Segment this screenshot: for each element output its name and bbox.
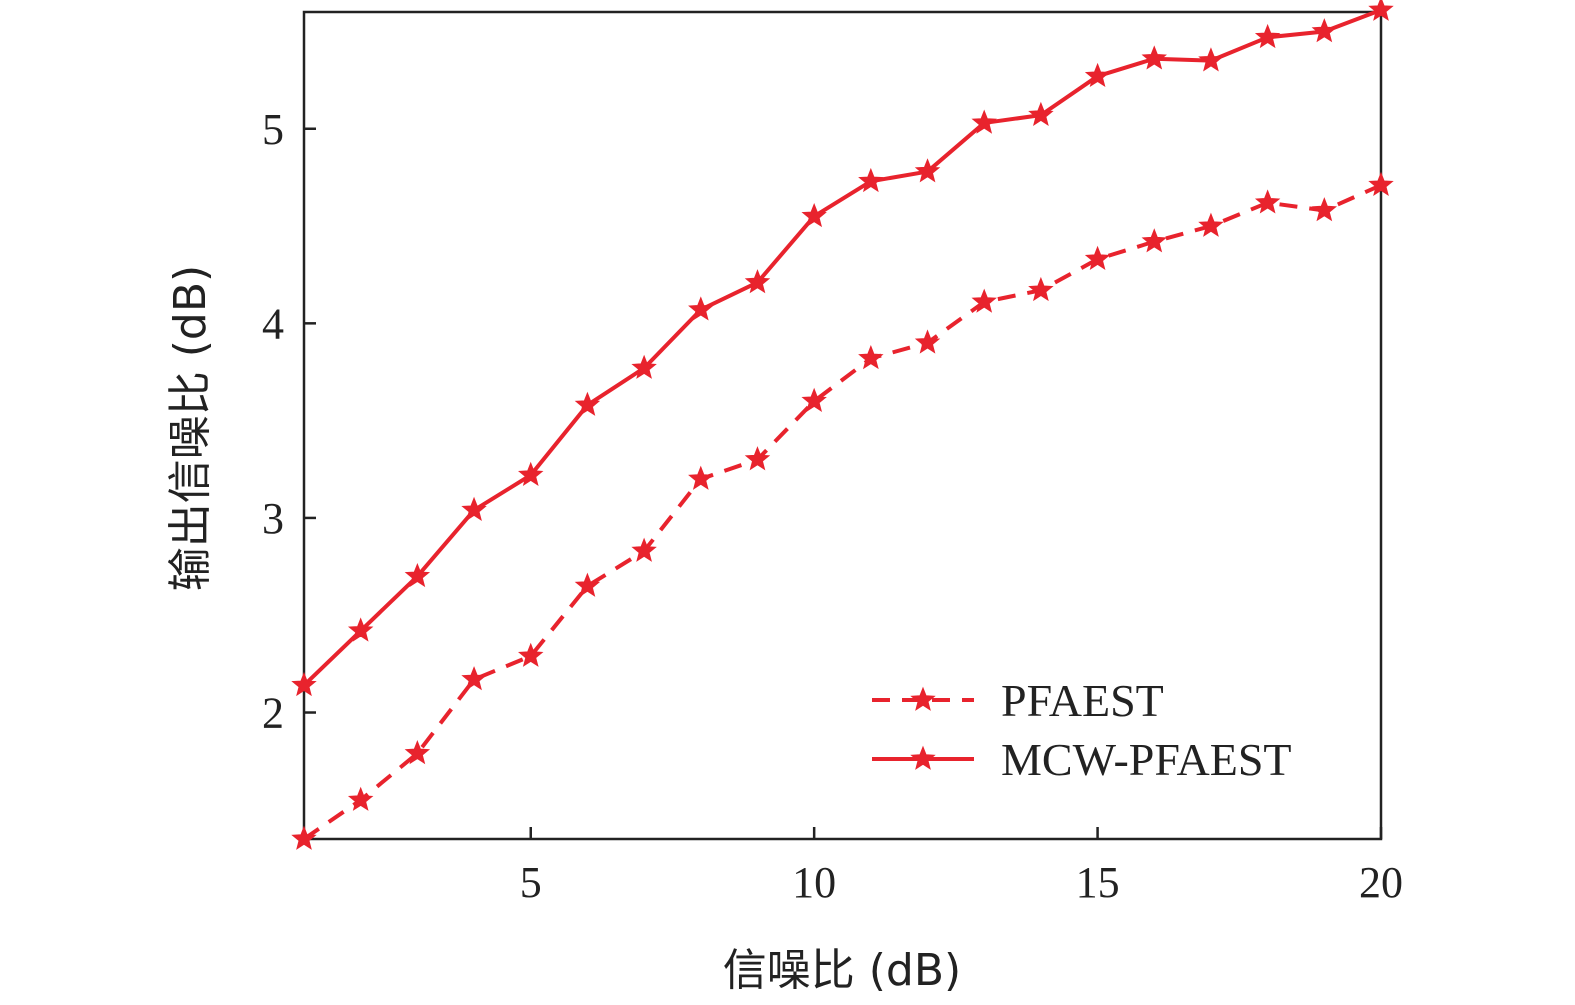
data-point xyxy=(347,617,374,642)
data-point xyxy=(1028,276,1054,302)
legend-item: PFAEST xyxy=(872,675,1164,726)
legend-marker xyxy=(910,686,936,711)
data-point xyxy=(631,354,657,379)
data-point xyxy=(858,345,884,370)
legend-label: PFAEST xyxy=(1001,675,1164,726)
axis-ticks: 5 10 15 20 2 3 4 5 xyxy=(262,105,1403,907)
data-point xyxy=(801,387,827,412)
data-point xyxy=(631,537,657,562)
data-point xyxy=(1198,212,1224,237)
series-pfaest xyxy=(291,171,1394,850)
series-mcw-pfaest xyxy=(291,0,1394,697)
data-point xyxy=(1311,18,1338,43)
legend-item: MCW-PFAEST xyxy=(872,734,1292,785)
plot-frame xyxy=(302,10,1383,841)
data-point xyxy=(574,391,601,416)
data-point xyxy=(914,158,941,183)
data-point xyxy=(1198,47,1224,72)
data-point xyxy=(404,740,431,765)
data-point xyxy=(858,167,884,193)
data-point xyxy=(801,202,827,228)
data-point xyxy=(404,562,431,588)
data-point xyxy=(518,642,544,667)
legend-label: MCW-PFAEST xyxy=(1001,734,1292,785)
data-point xyxy=(688,465,714,490)
y-axis-title: 输出信噪比 (dB) xyxy=(165,265,216,591)
data-point xyxy=(461,496,487,521)
data-point xyxy=(518,461,544,486)
series-line xyxy=(302,8,1382,687)
data-point xyxy=(1141,228,1167,253)
x-tick-label: 10 xyxy=(792,858,836,907)
legend: PFAEST MCW-PFAEST xyxy=(872,675,1292,785)
data-point xyxy=(1368,0,1394,21)
x-tick-label: 5 xyxy=(520,858,542,907)
data-point xyxy=(291,825,317,850)
y-tick-label: 3 xyxy=(262,494,284,543)
series-layer xyxy=(291,0,1394,850)
data-point xyxy=(744,446,771,471)
y-tick-label: 5 xyxy=(262,105,284,154)
y-tick-label: 2 xyxy=(262,689,284,738)
data-point xyxy=(347,786,374,811)
x-tick-label: 20 xyxy=(1359,858,1403,907)
data-point xyxy=(1368,171,1394,196)
data-point xyxy=(291,671,317,697)
x-tick-label: 15 xyxy=(1076,858,1120,907)
data-point xyxy=(574,572,601,597)
data-point xyxy=(971,109,997,134)
data-point xyxy=(1254,23,1281,49)
data-point xyxy=(1028,101,1054,126)
data-point xyxy=(914,329,941,354)
legend-marker xyxy=(910,745,936,770)
data-point xyxy=(1141,45,1167,70)
data-point xyxy=(971,288,997,313)
data-point xyxy=(688,296,714,321)
x-axis-title: 信噪比 (dB) xyxy=(723,945,961,996)
data-point xyxy=(1084,62,1111,88)
y-tick-label: 4 xyxy=(262,299,284,348)
data-point xyxy=(461,666,487,691)
data-point xyxy=(1254,189,1281,214)
data-point xyxy=(1311,197,1338,222)
data-point xyxy=(744,269,771,294)
data-point xyxy=(1084,245,1111,270)
